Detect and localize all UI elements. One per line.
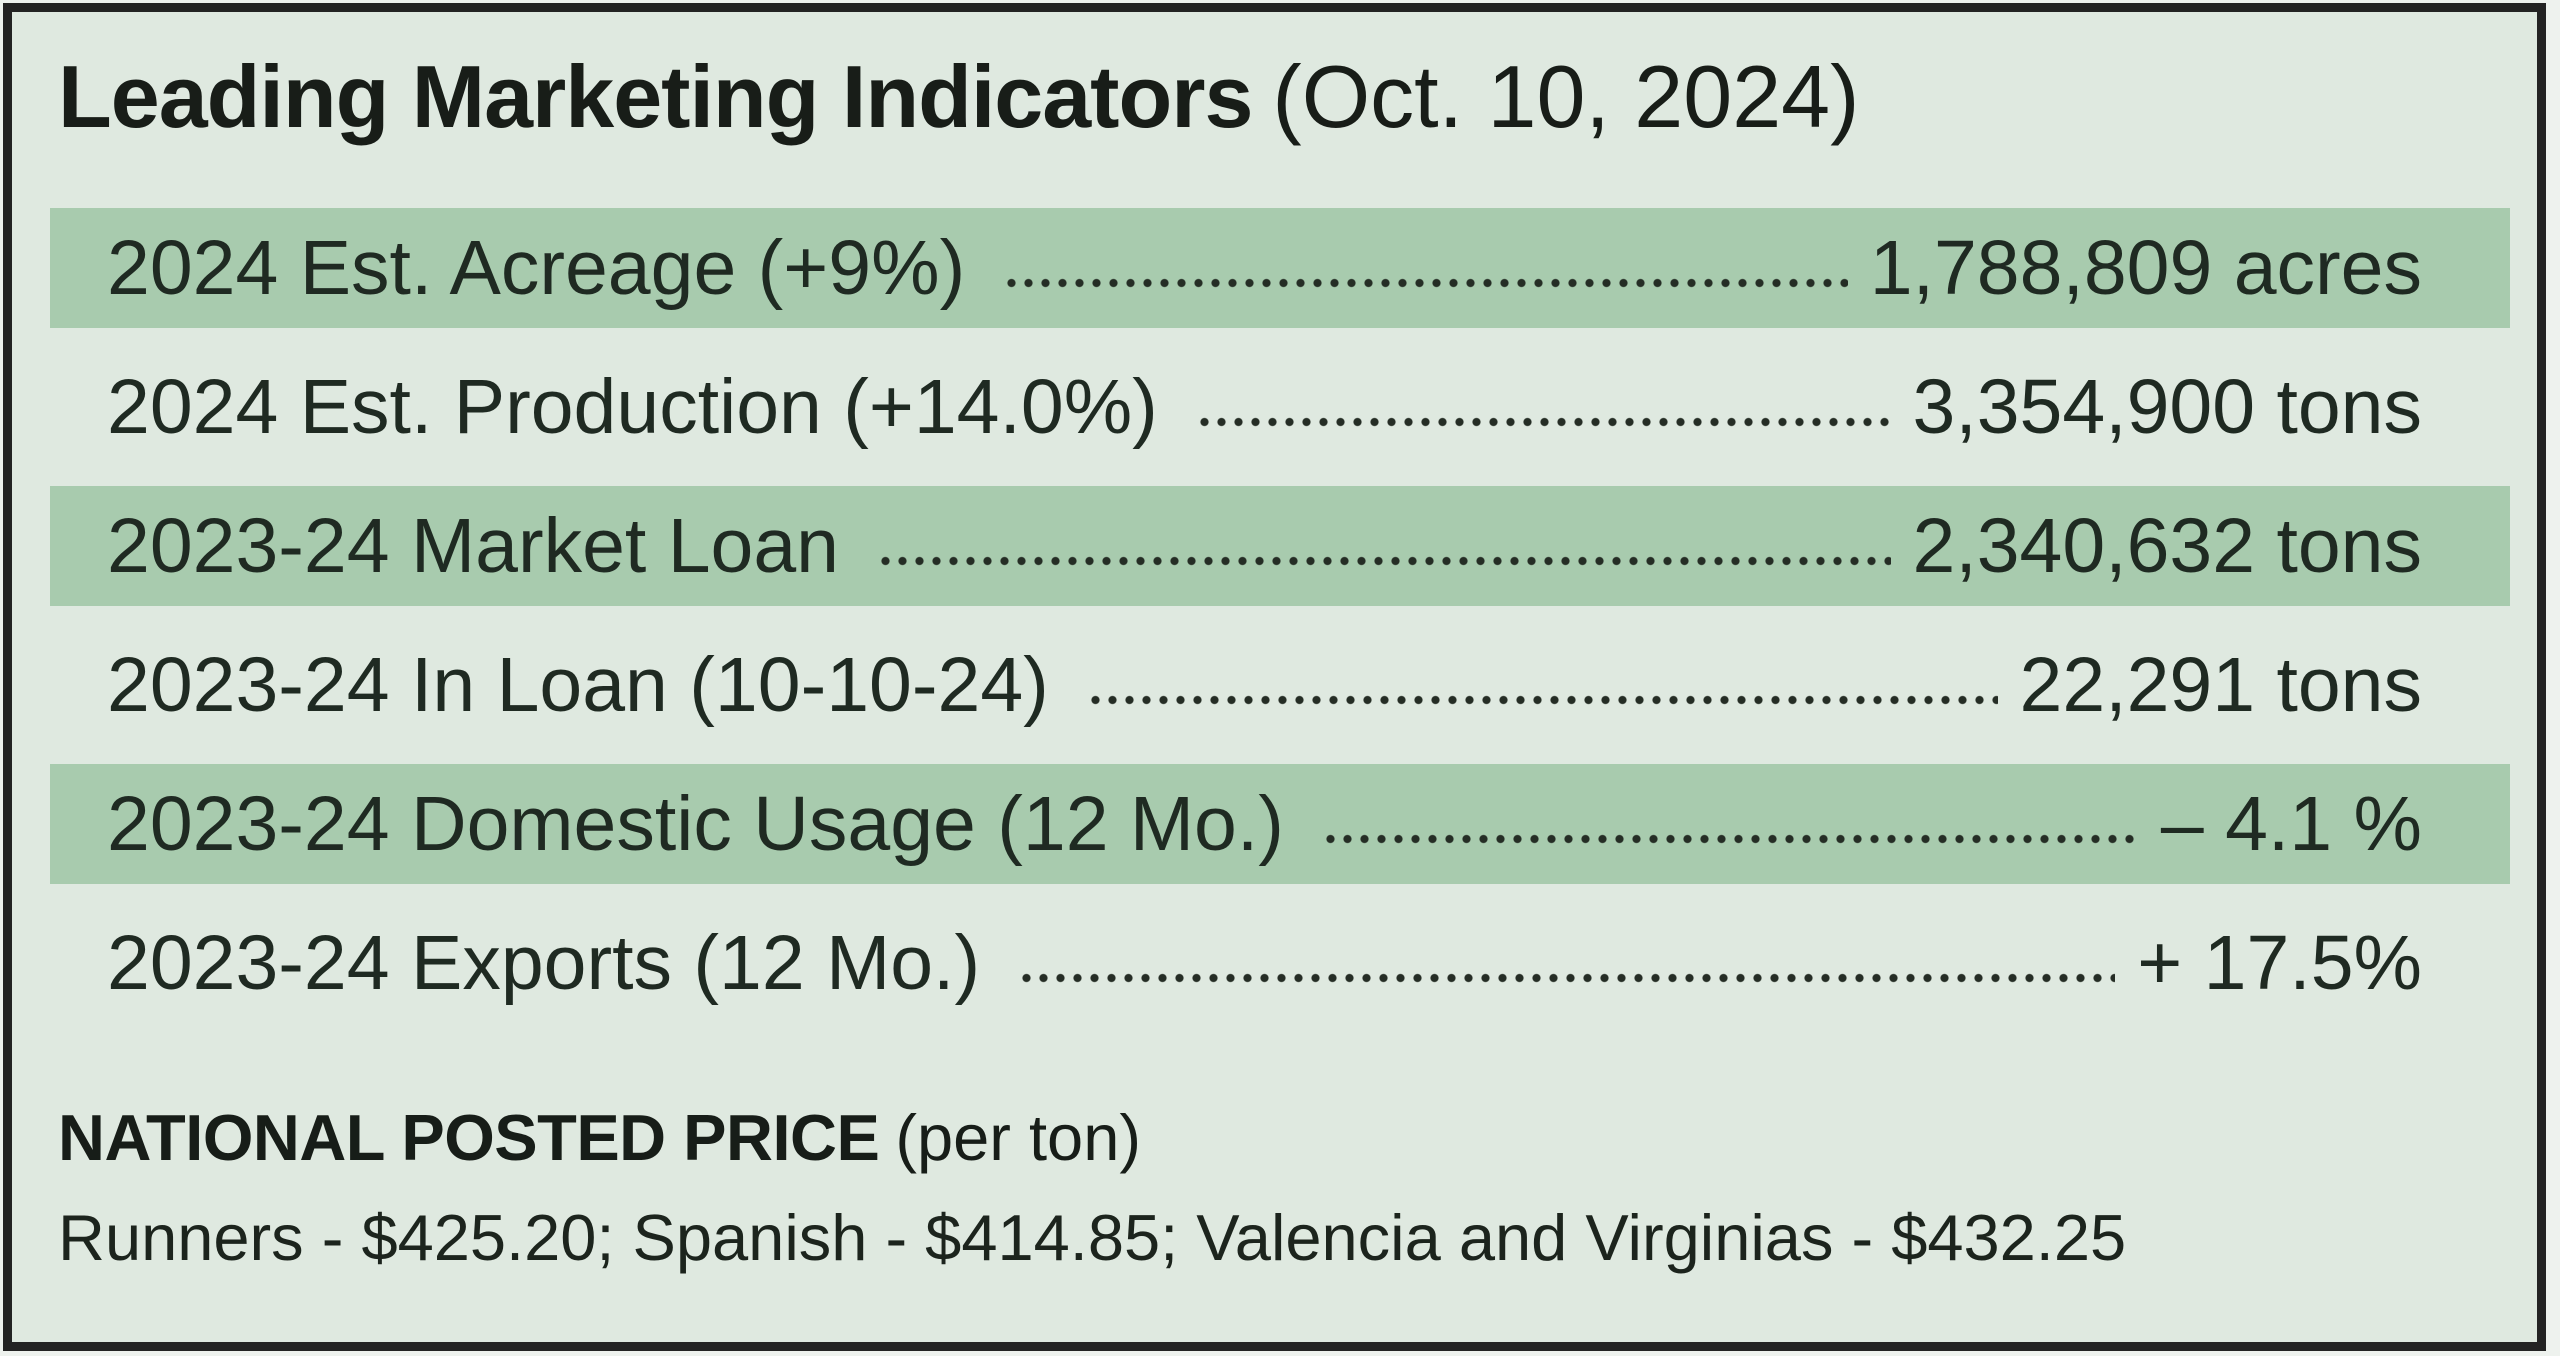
indicator-label: 2023-24 Domestic Usage (12 Mo.): [107, 780, 1284, 867]
dot-leader: [1199, 417, 1891, 427]
dot-leader: [1022, 973, 2116, 983]
indicator-row: 2023-24 Market Loan 2,340,632 tons: [50, 486, 2510, 606]
indicator-value: 1,788,809 acres: [1869, 224, 2422, 311]
dot-leader: [1325, 834, 2139, 844]
title-date: (Oct. 10, 2024): [1272, 47, 1860, 146]
indicator-label: 2023-24 In Loan (10-10-24): [107, 641, 1049, 728]
indicator-label: 2023-24 Exports (12 Mo.): [107, 919, 981, 1006]
indicator-row: 2023-24 In Loan (10-10-24) 22,291 tons: [50, 625, 2510, 745]
title-text: Leading Marketing Indicators: [58, 47, 1253, 146]
indicator-label: 2024 Est. Production (+14.0%): [107, 363, 1158, 450]
posted-price-title: NATIONAL POSTED PRICE: [58, 1101, 880, 1174]
indicator-value: + 17.5%: [2137, 919, 2422, 1006]
indicator-value: – 4.1 %: [2160, 780, 2422, 867]
indicator-value: 2,340,632 tons: [1912, 502, 2423, 589]
indicator-value: 22,291 tons: [2019, 641, 2422, 728]
indicator-value: 3,354,900 tons: [1912, 363, 2423, 450]
dot-leader: [881, 556, 1891, 566]
dot-leader: [1007, 278, 1848, 288]
indicator-label: 2023-24 Market Loan: [107, 502, 839, 589]
national-posted-price-heading: NATIONAL POSTED PRICE (per ton): [58, 1100, 1141, 1175]
posted-price-unit: (per ton): [895, 1101, 1141, 1174]
indicator-row: 2024 Est. Production (+14.0%) 3,354,900 …: [50, 347, 2510, 467]
page-title: Leading Marketing Indicators (Oct. 10, 20…: [58, 46, 1859, 147]
indicator-label: 2024 Est. Acreage (+9%): [107, 224, 966, 311]
indicator-row: 2023-24 Domestic Usage (12 Mo.) – 4.1 %: [50, 764, 2510, 884]
indicators-list: 2024 Est. Acreage (+9%) 1,788,809 acres …: [50, 208, 2510, 1042]
posted-price-values: Runners - $425.20; Spanish - $414.85; Va…: [58, 1201, 2127, 1274]
dot-leader: [1090, 695, 1998, 705]
indicator-row: 2023-24 Exports (12 Mo.) + 17.5%: [50, 903, 2510, 1023]
indicator-row: 2024 Est. Acreage (+9%) 1,788,809 acres: [50, 208, 2510, 328]
